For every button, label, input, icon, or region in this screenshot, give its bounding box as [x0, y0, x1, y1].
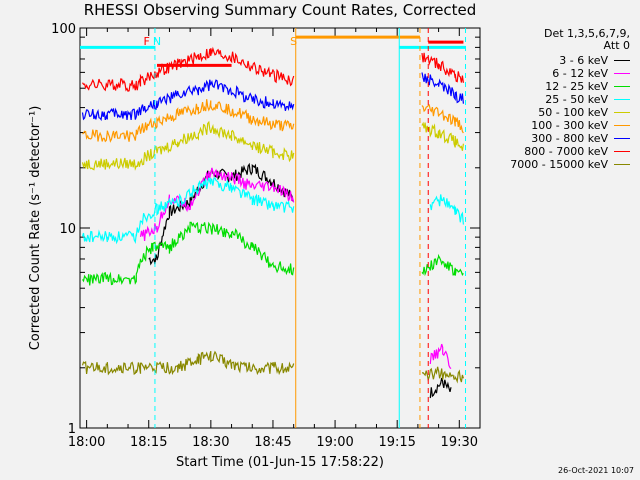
legend-entry-swatch: [614, 125, 630, 126]
series-line: [421, 366, 464, 384]
x-tick-label: 18:45: [254, 435, 291, 450]
chart-legend: Det 1,3,5,6,7,9, Att 0 3 - 6 keV 6 - 12 k…: [480, 28, 630, 171]
x-tick-label: 19:00: [316, 435, 353, 450]
legend-entry-label: 6 - 12 keV: [552, 67, 608, 80]
series-line: [429, 377, 452, 399]
legend-entry-swatch: [614, 112, 630, 113]
legend-entry: 25 - 50 keV: [480, 93, 630, 106]
series-line: [421, 121, 464, 151]
series-line: [421, 104, 464, 134]
series-line: [81, 120, 295, 171]
legend-entry-label: 25 - 50 keV: [545, 93, 608, 106]
legend-entry-label: 300 - 800 keV: [531, 132, 608, 145]
series-line: [429, 194, 464, 225]
x-tick-label: 19:30: [441, 435, 478, 450]
legend-entry-label: 100 - 300 keV: [531, 119, 608, 132]
legend-entry-label: 12 - 25 keV: [545, 80, 608, 93]
legend-entry-swatch: [614, 86, 630, 87]
generation-timestamp: 26-Oct-2021 10:07: [558, 466, 634, 475]
series-line: [81, 177, 295, 245]
x-tick-label: 18:00: [68, 435, 105, 450]
series-line: [81, 350, 295, 376]
legend-entry-label: 7000 - 15000 keV: [510, 158, 608, 171]
x-tick-label: 19:15: [378, 435, 415, 450]
y-tick-label: 10: [59, 222, 76, 237]
y-tick-label: 1: [68, 422, 76, 437]
y-tick-label: 100: [51, 22, 76, 37]
series-line: [81, 79, 295, 122]
legend-entry-swatch: [614, 151, 630, 152]
legend-entry-label: 800 - 7000 keV: [524, 145, 608, 158]
flag-annotation: S: [290, 35, 297, 48]
legend-entry: 300 - 800 keV: [480, 132, 630, 145]
series-line: [421, 253, 464, 277]
legend-entry: 3 - 6 keV: [480, 54, 630, 67]
legend-entry: 6 - 12 keV: [480, 67, 630, 80]
legend-header-line: Det 1,3,5,6,7,9,: [543, 27, 630, 40]
legend-entry: 12 - 25 keV: [480, 80, 630, 93]
x-tick-label: 18:15: [130, 435, 167, 450]
series-line: [429, 343, 452, 370]
legend-entry: 7000 - 15000 keV: [480, 158, 630, 171]
series-line: [139, 167, 295, 241]
legend-header-line: Att 0: [603, 39, 630, 52]
y-axis-label: Corrected Count Rate (s⁻¹ detector⁻¹): [28, 106, 43, 351]
legend-entry-swatch: [614, 73, 630, 74]
legend-entry-swatch: [614, 138, 630, 139]
series-layer: [81, 46, 464, 399]
legend-entry-swatch: [614, 99, 630, 100]
flag-annotation: F: [144, 35, 150, 48]
legend-entry-label: 50 - 100 keV: [538, 106, 608, 119]
x-axis-label: Start Time (01-Jun-15 17:58:22): [176, 455, 384, 470]
legend-entry-label: 3 - 6 keV: [559, 54, 608, 67]
legend-entry: 800 - 7000 keV: [480, 145, 630, 158]
series-line: [82, 221, 295, 286]
series-line: [82, 99, 295, 143]
legend-rows: 3 - 6 keV 6 - 12 keV 12 - 25 keV 25 - 50 ke…: [480, 54, 630, 171]
x-tick-label: 18:30: [192, 435, 229, 450]
chart-title: RHESSI Observing Summary Count Rates, Co…: [83, 1, 477, 19]
series-line: [421, 52, 464, 83]
legend-entry-swatch: [614, 164, 630, 165]
legend-entry-swatch: [614, 60, 630, 61]
series-line: [421, 72, 464, 104]
legend-entry: 50 - 100 keV: [480, 106, 630, 119]
series-line: [148, 162, 294, 266]
series-line: [82, 46, 295, 92]
plot-axes: 18:00 18:15 18:30 18:45 19:00 19:15 19:30 1 10 10…: [51, 22, 481, 450]
flag-annotation: N: [153, 35, 161, 48]
legend-entry: 100 - 300 keV: [480, 119, 630, 132]
